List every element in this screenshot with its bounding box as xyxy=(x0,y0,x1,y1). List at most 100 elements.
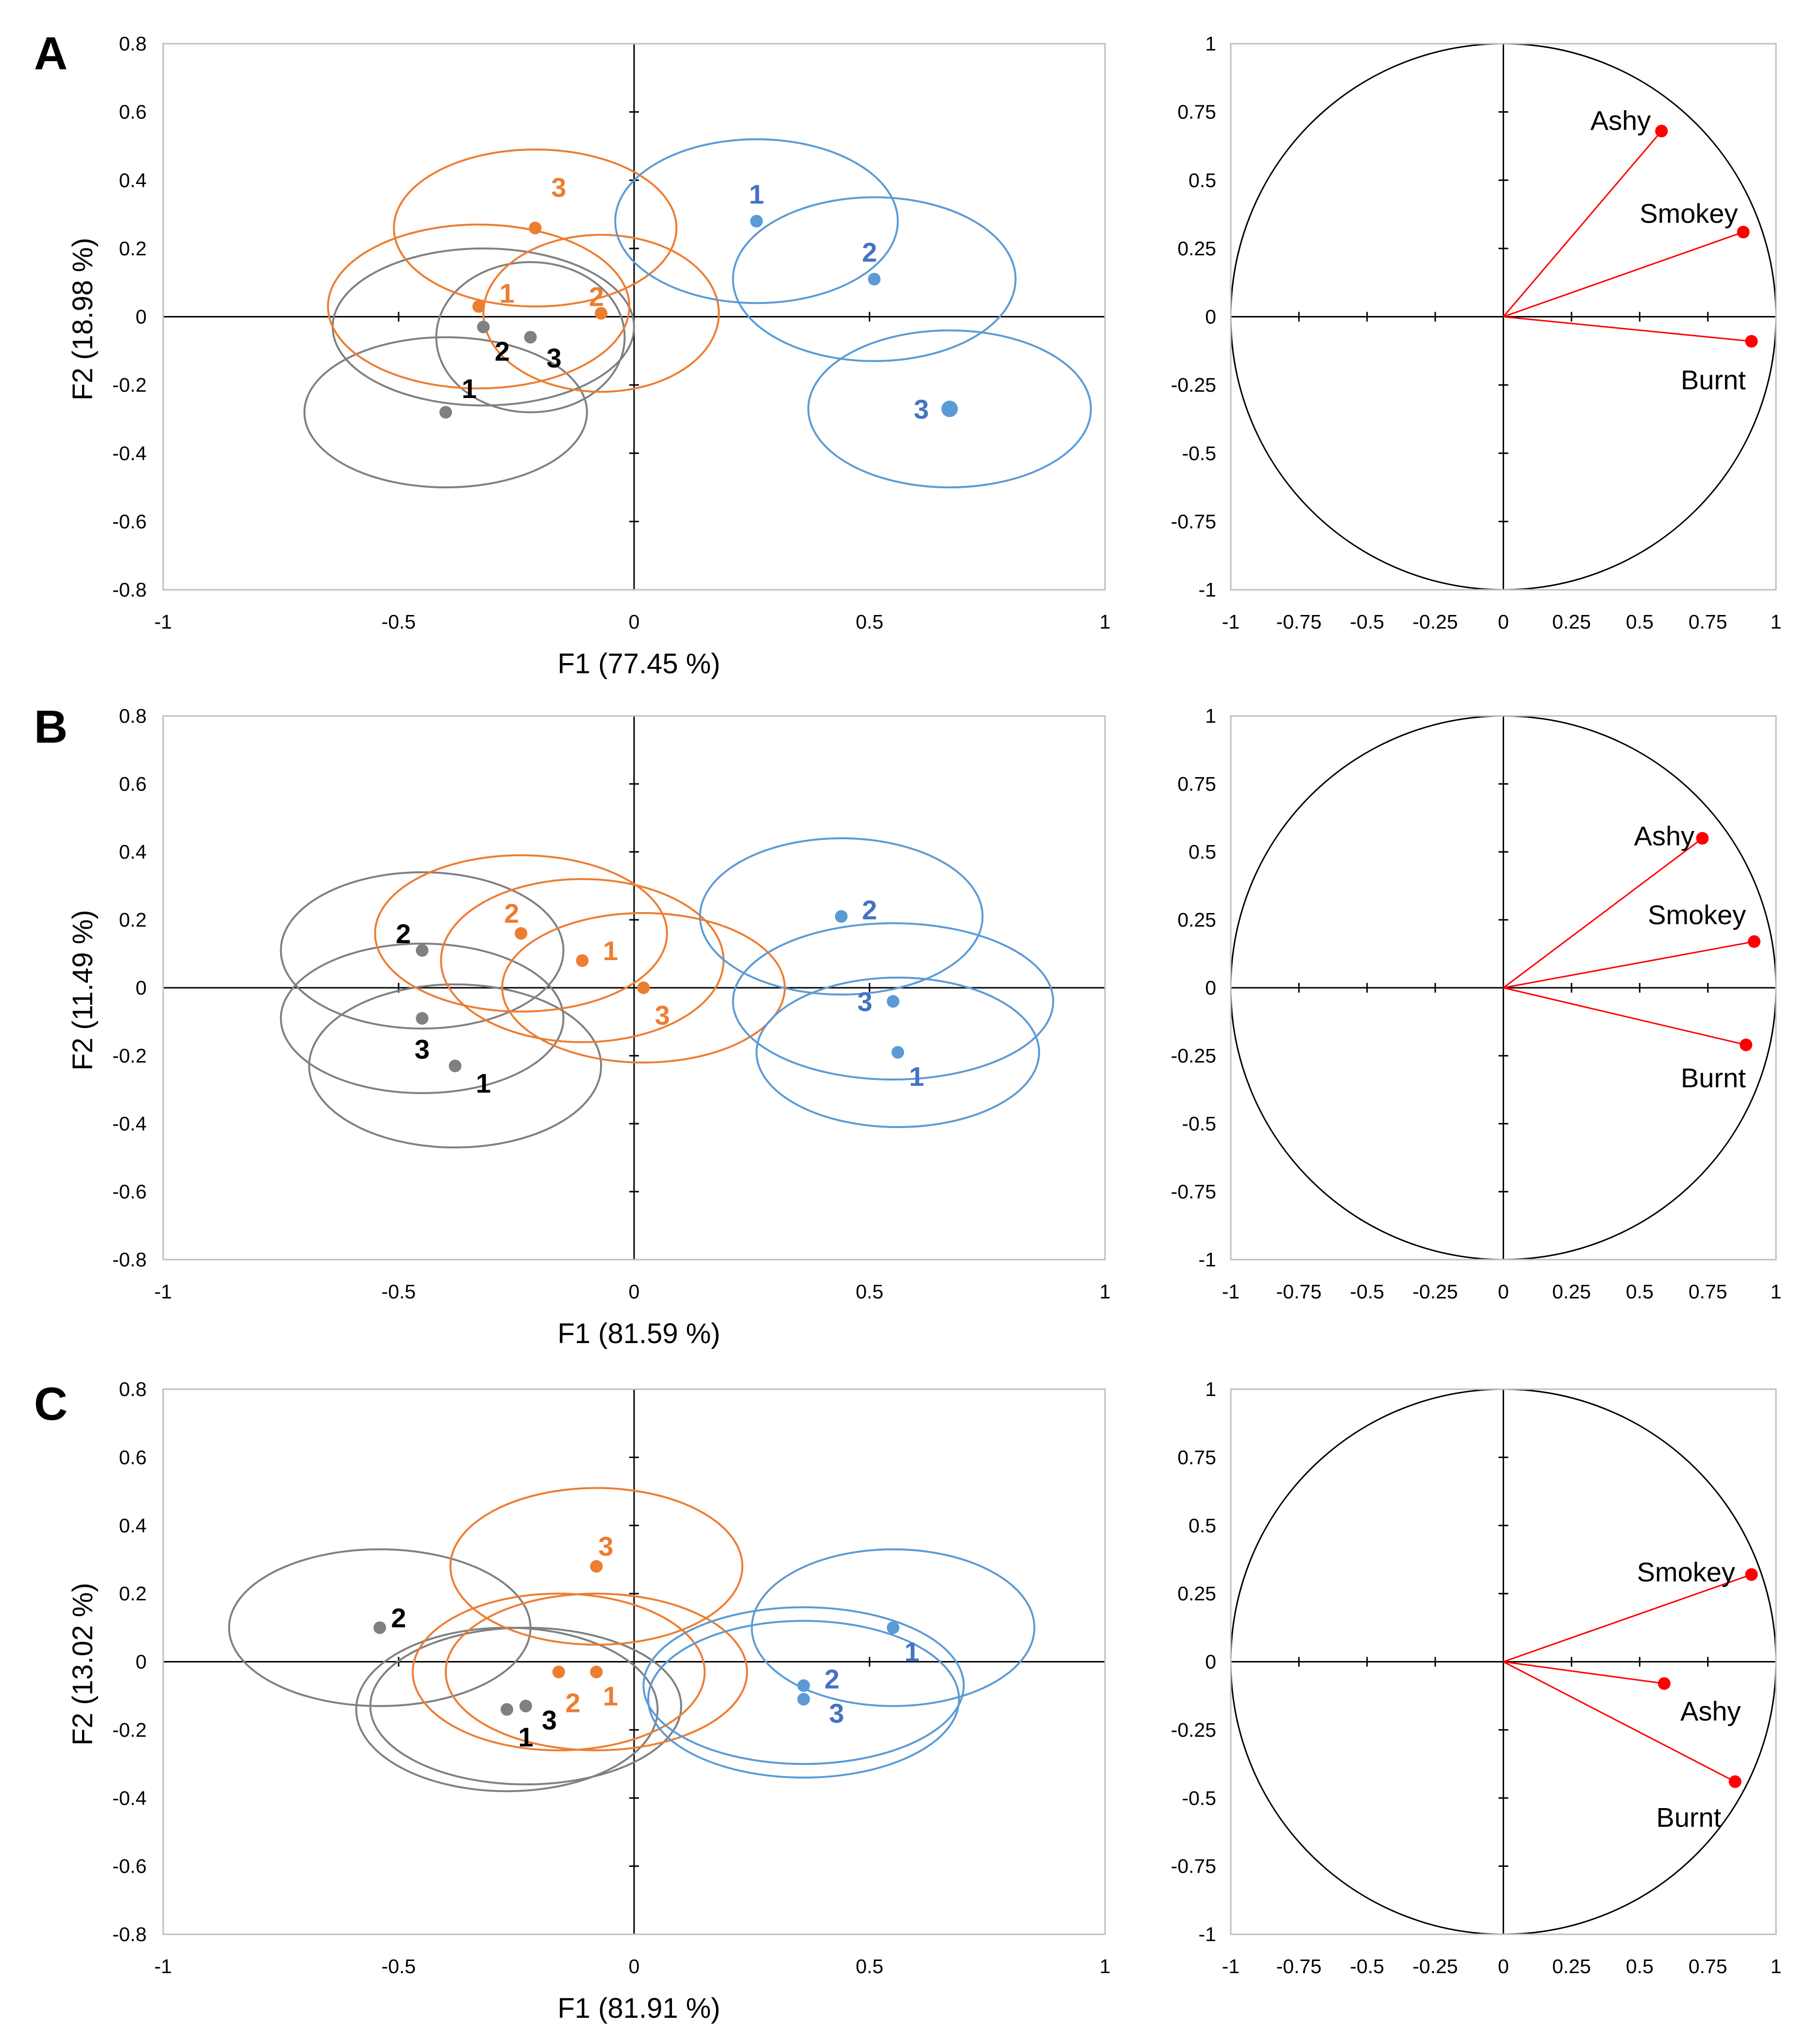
loading-vector-smokey xyxy=(1503,941,1755,989)
plot-frame xyxy=(162,1388,1106,1935)
variable-label-ashy: Ashy xyxy=(1591,105,1651,136)
data-point-blue-1 xyxy=(887,1621,900,1634)
y-tick-label: 0.4 xyxy=(119,169,147,191)
variable-label-burnt: Burnt xyxy=(1681,365,1746,395)
point-label-blue-1: 1 xyxy=(904,1636,920,1667)
loading-point-burnt xyxy=(1728,1775,1742,1788)
data-point-blue-3 xyxy=(887,995,900,1008)
x-tick-label: 0.25 xyxy=(1552,1280,1591,1303)
y-tick-label: -1 xyxy=(1199,579,1216,601)
loading-vector-burnt xyxy=(1503,316,1752,342)
confidence-ellipse-grey-1 xyxy=(308,983,603,1148)
data-point-blue-3 xyxy=(797,1693,810,1706)
y-tick-label: -1 xyxy=(1199,1248,1216,1271)
loading-vector-burnt xyxy=(1503,1661,1736,1782)
x-tick-label: 0 xyxy=(629,1955,640,1978)
data-point-orange-2 xyxy=(595,307,608,320)
data-point-orange-1 xyxy=(472,300,485,313)
point-label-grey-1: 1 xyxy=(518,1722,533,1752)
data-point-blue-1 xyxy=(891,1046,904,1059)
y-axis-title: F2 (11.49 %) xyxy=(67,910,99,1071)
data-point-blue-3 xyxy=(941,400,958,417)
y-tick-label: 0 xyxy=(1205,977,1216,999)
loading-point-ashy xyxy=(1658,1677,1671,1690)
x-tick-label: -0.25 xyxy=(1412,1955,1457,1978)
variable-label-smokey: Smokey xyxy=(1640,198,1738,229)
y-tick-label: -0.4 xyxy=(112,1113,147,1135)
y-tick-label: 0 xyxy=(135,977,147,999)
confidence-ellipse-grey-3 xyxy=(280,943,565,1094)
confidence-ellipse-grey-2 xyxy=(280,871,565,1030)
x-axis-title: F1 (81.91 %) xyxy=(557,1993,720,2024)
point-label-blue-3: 3 xyxy=(914,394,929,424)
y-tick-label: 0.2 xyxy=(119,909,147,931)
y-tick-label: -0.4 xyxy=(112,1787,147,1809)
point-label-blue-3: 3 xyxy=(829,1698,844,1728)
point-label-orange-3: 3 xyxy=(598,1531,613,1562)
x-tick-label: 1 xyxy=(1771,611,1782,633)
x-tick-label: -1 xyxy=(154,1955,172,1978)
point-label-grey-2: 2 xyxy=(391,1602,406,1633)
x-tick-label: -0.5 xyxy=(1350,1280,1384,1303)
loading-point-burnt xyxy=(1745,335,1758,348)
panel-letter-B: B xyxy=(34,701,67,753)
x-tick-label: 0.75 xyxy=(1689,1280,1727,1303)
confidence-ellipse-grey-1 xyxy=(303,336,588,489)
x-tick-label: 0 xyxy=(1498,1955,1509,1978)
y-tick-label: 1 xyxy=(1205,33,1216,55)
x-tick-label: -1 xyxy=(154,611,172,633)
point-label-blue-3: 3 xyxy=(857,986,872,1017)
y-tick-label: 0.75 xyxy=(1177,101,1216,123)
confidence-ellipse-grey-3 xyxy=(435,261,626,414)
y-tick-label: 0.8 xyxy=(119,705,147,727)
y-tick-label: -0.5 xyxy=(1182,1787,1216,1809)
point-label-orange-2: 2 xyxy=(589,281,604,312)
loading-point-smokey xyxy=(1737,226,1750,239)
loading-plot-A-loadings: -1 -0.75 -0.5 -0.25 0 0.25 0.5 0.75 1 -1 -0.75 -0.5… xyxy=(1171,33,1782,633)
x-tick-label: -0.25 xyxy=(1412,1280,1457,1303)
data-point-grey-1 xyxy=(439,406,452,419)
y-tick-label: 0.6 xyxy=(119,101,147,123)
plot-frame xyxy=(1230,43,1777,591)
point-label-grey-3: 3 xyxy=(542,1705,557,1735)
point-label-grey-2: 2 xyxy=(495,336,510,366)
data-point-orange-2 xyxy=(515,927,528,940)
confidence-ellipse-orange-2 xyxy=(412,1593,706,1751)
y-tick-label: 0.25 xyxy=(1177,909,1216,931)
y-tick-label: 0.6 xyxy=(119,773,147,795)
y-tick-label: 0.2 xyxy=(119,237,147,260)
x-tick-label: 1 xyxy=(1771,1955,1782,1978)
variable-label-ashy: Ashy xyxy=(1634,820,1695,851)
loading-point-smokey xyxy=(1748,935,1761,948)
y-tick-label: -0.8 xyxy=(112,579,147,601)
point-label-blue-1: 1 xyxy=(749,179,764,209)
y-tick-label: -0.2 xyxy=(112,1045,147,1067)
loading-vector-ashy xyxy=(1503,1661,1664,1684)
data-point-grey-2 xyxy=(477,320,490,333)
point-label-grey-3: 3 xyxy=(547,343,562,373)
x-tick-label: 0 xyxy=(629,1280,640,1303)
loading-point-ashy xyxy=(1655,125,1668,137)
x-tick-label: -0.75 xyxy=(1276,1955,1322,1978)
data-point-orange-3 xyxy=(590,1560,603,1573)
point-label-orange-1: 1 xyxy=(603,1681,618,1712)
y-tick-label: -0.75 xyxy=(1171,1855,1216,1878)
confidence-ellipse-orange-3 xyxy=(393,148,678,308)
point-label-orange-1: 1 xyxy=(603,935,618,966)
x-tick-label: 0.5 xyxy=(1626,611,1654,633)
x-tick-label: 0.5 xyxy=(856,1955,884,1978)
x-tick-label: -1 xyxy=(1222,611,1240,633)
data-point-blue-2 xyxy=(797,1679,810,1692)
plot-frame xyxy=(162,715,1106,1261)
variable-label-burnt: Burnt xyxy=(1656,1802,1721,1833)
y-tick-label: 0.5 xyxy=(1189,841,1216,863)
x-tick-label: -0.5 xyxy=(382,1955,416,1978)
point-label-blue-2: 2 xyxy=(862,237,877,267)
data-point-grey-1 xyxy=(501,1703,514,1716)
x-tick-label: 0.5 xyxy=(1626,1280,1654,1303)
score-plot-C: -0.8 -0.6 -0.4 -0.2 0 0.2 0.4 0.6 0.8 -1 -0.5 0 0.5 1… xyxy=(67,1378,1110,2024)
point-label-blue-1: 1 xyxy=(909,1061,924,1092)
data-point-grey-1 xyxy=(449,1060,462,1072)
y-tick-label: 0.25 xyxy=(1177,237,1216,260)
variable-label-ashy: Ashy xyxy=(1680,1696,1741,1727)
